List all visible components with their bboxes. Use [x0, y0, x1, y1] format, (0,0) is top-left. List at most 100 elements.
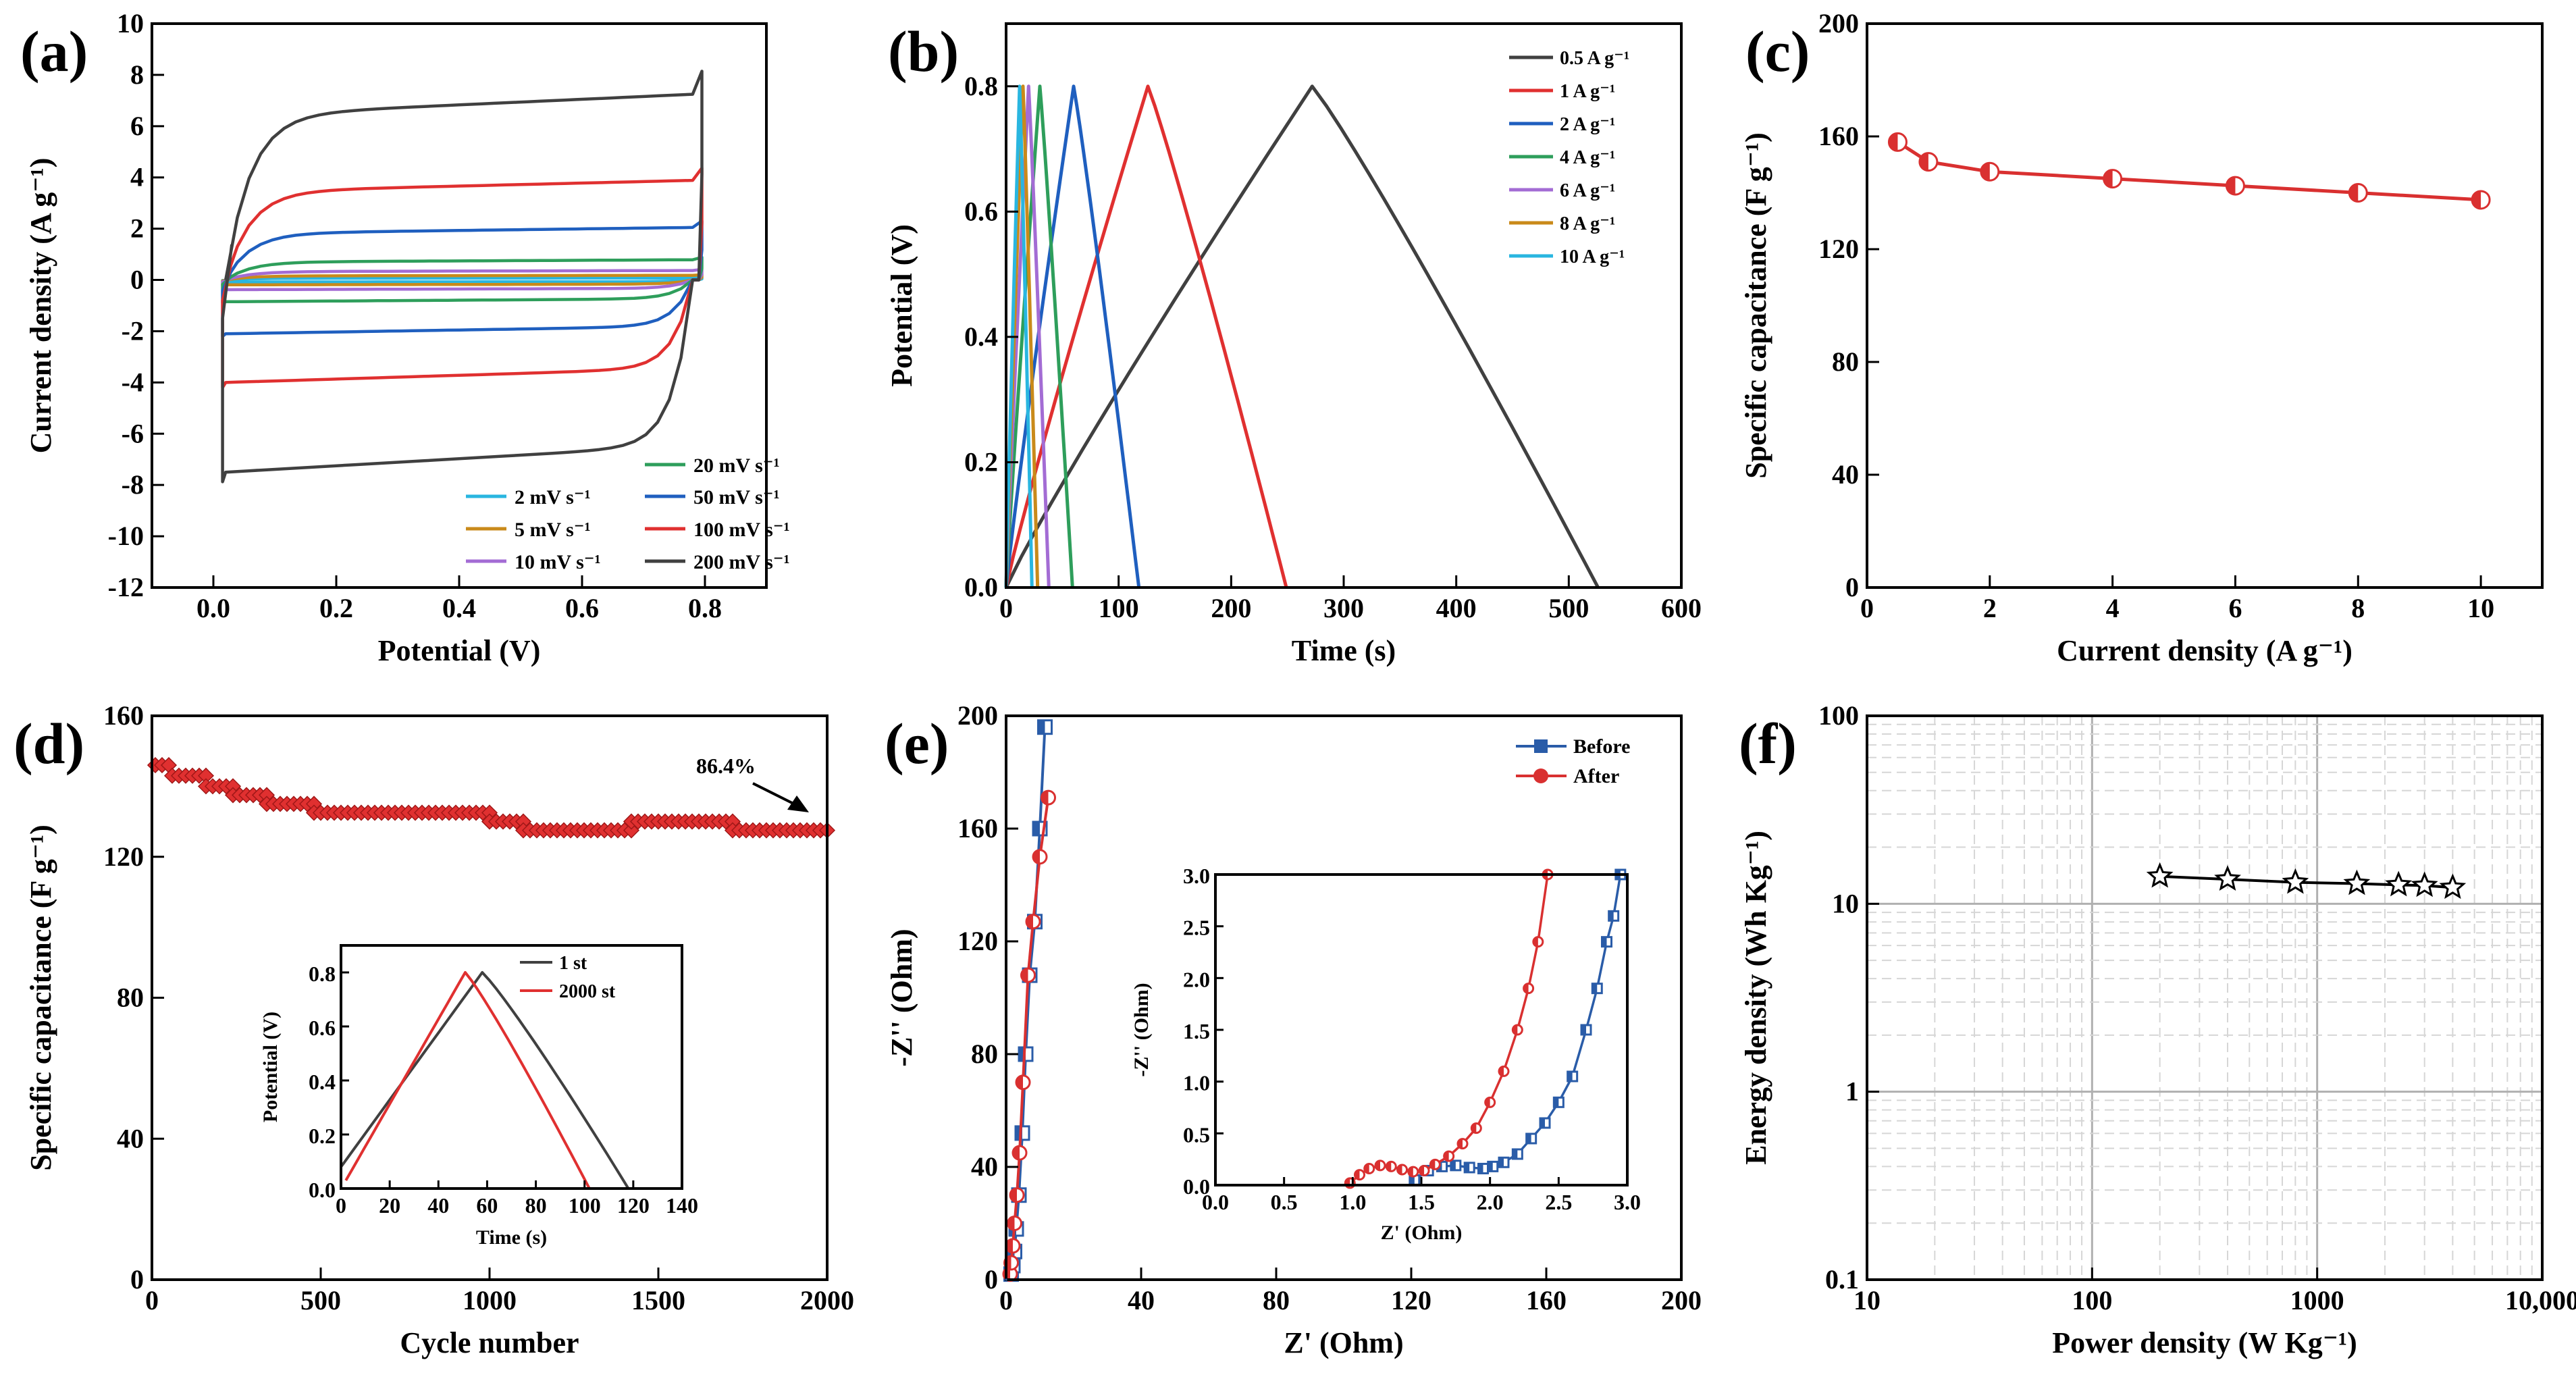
panel-label: (e)	[885, 711, 949, 776]
y-tick-label: 160	[1818, 121, 1859, 151]
x-tick-label: 2.5	[1545, 1190, 1572, 1214]
axes-frame	[1005, 714, 1683, 1281]
cv-curve-6	[221, 70, 704, 484]
panel-a: 0.0 0.2 0.4 0.6 0.8 -12 -10 -8 -6 -4 -2 0 2 4 6 8 10 Pote…	[20, 8, 790, 667]
cv-curve-3	[221, 255, 704, 305]
y-axis-label: -Z'' (Ohm)	[1130, 983, 1153, 1076]
y-tick-label: 0.2	[964, 446, 998, 477]
y-tick-label: 120	[103, 841, 144, 872]
nyquist-point-fill	[1041, 791, 1049, 805]
x-tick-label: 80	[1263, 1285, 1290, 1315]
y-tick-label: 4	[130, 162, 144, 192]
inset-nyquist-point-fill	[1602, 937, 1607, 947]
y-tick-label: 160	[103, 700, 144, 731]
y-tick-label: 0.0	[1183, 1174, 1210, 1199]
y-tick-label: 200	[1818, 8, 1859, 38]
ragone-point	[2146, 862, 2174, 888]
y-tick-label: 0.6	[964, 196, 998, 226]
nyquist-point-fill	[1033, 822, 1040, 835]
y-tick-label: 0.4	[964, 321, 998, 352]
y-tick-label: 1	[1845, 1076, 1859, 1107]
legend: 0.5 A g⁻¹ 1 A g⁻¹ 2 A g⁻¹ 4 A g⁻¹ 6 A g⁻¹ 8 A…	[1509, 48, 1629, 267]
nyquist-point-fill	[1021, 968, 1028, 983]
y-tick-label: 0	[130, 265, 144, 295]
nyquist-point-fill	[1016, 1126, 1022, 1140]
x-tick-label: 2	[1983, 593, 1997, 623]
x-tick-label: 10,000	[2505, 1285, 2576, 1315]
inset-nyquist-point-fill	[1444, 1151, 1449, 1162]
x-tick-label: 120	[1391, 1285, 1431, 1315]
x-tick-label: 120	[617, 1193, 650, 1218]
panel-b: 0 100 200 300 400 500 600 0.0 0.2 0.4 0.6 0.8 Time (…	[885, 19, 1702, 667]
y-tick-label: 0.0	[309, 1178, 336, 1202]
x-axis-label: Power density (W Kg⁻¹)	[2052, 1326, 2357, 1359]
y-tick-label: 0	[984, 1264, 998, 1295]
y-tick-label: 1.0	[1183, 1071, 1210, 1095]
y-tick-label: -8	[122, 469, 144, 500]
x-tick-label: 40	[427, 1193, 449, 1218]
x-tick-label: 160	[1526, 1285, 1567, 1315]
legend: 2 mV s⁻¹ 5 mV s⁻¹ 10 mV s⁻¹ 20 mV s⁻¹ 50 mV …	[466, 454, 790, 573]
x-tick-label: 0.2	[319, 593, 353, 623]
x-tick-label: 0	[999, 1285, 1013, 1315]
axes-frame	[1005, 22, 1683, 589]
inset-nyquist-point-fill	[1513, 1025, 1518, 1035]
x-tick-label: 1.0	[1339, 1190, 1366, 1214]
y-tick-label: 40	[971, 1151, 998, 1182]
x-tick-label: 4	[2106, 593, 2120, 623]
x-tick-label: 200	[1661, 1285, 1702, 1315]
x-tick-label: 600	[1661, 593, 1702, 623]
rate-point-fill	[1980, 163, 1990, 181]
y-axis-label: Energy density (Wh Kg⁻¹)	[1739, 831, 1772, 1165]
y-tick-label: 200	[957, 700, 998, 731]
x-tick-label: 100	[2072, 1285, 2112, 1315]
x-tick-label: 0.8	[688, 593, 722, 623]
legend-label: 8 A g⁻¹	[1560, 213, 1615, 234]
inset-nyquist-point-fill	[1355, 1170, 1360, 1180]
inset-nyquist-point-fill	[1408, 1167, 1413, 1177]
y-tick-label: 2.0	[1183, 967, 1210, 991]
y-tick-label: 0.5	[1183, 1122, 1210, 1147]
legend-label: 4 A g⁻¹	[1560, 147, 1615, 168]
y-tick-label: 8	[130, 59, 144, 90]
legend-label: 50 mV s⁻¹	[693, 486, 780, 508]
panel-e: 0 40 80 120 160 200 0 40 80 120 160 200 Z' (Ohm) -Z''…	[885, 700, 1702, 1359]
inset-nyquist-point-fill	[1592, 983, 1598, 993]
x-tick-label: 8	[2351, 593, 2365, 623]
x-tick-label: 0	[1860, 593, 1874, 623]
legend-label: 20 mV s⁻¹	[693, 454, 780, 477]
inset-nyquist-point-fill	[1450, 1160, 1456, 1170]
rate-point-fill	[2472, 190, 2481, 209]
y-tick-label: 40	[1832, 459, 1859, 490]
panel-c: 0 2 4 6 8 10 0 40 80 120 160 200 Current density (A …	[1739, 8, 2544, 667]
legend-label: 1 A g⁻¹	[1560, 81, 1615, 102]
gcd-curve-1	[1004, 84, 1288, 588]
y-tick-label: 0.1	[1825, 1264, 1859, 1295]
x-axis-label: Z' (Ohm)	[1381, 1222, 1463, 1244]
gcd-curve-3	[1004, 84, 1074, 588]
legend-label: 6 A g⁻¹	[1560, 180, 1615, 201]
inset-nyquist-point-fill	[1608, 911, 1614, 921]
inset-nyquist-point-fill	[1465, 1162, 1470, 1172]
axes-frame	[151, 714, 829, 1281]
rate-point-fill	[1889, 133, 1898, 151]
x-tick-label: 2000	[800, 1285, 854, 1315]
inset-nyquist-point-fill	[1526, 1134, 1531, 1143]
nyquist-point-fill	[1016, 1075, 1023, 1089]
inset-nyquist-point-fill	[1478, 1164, 1483, 1174]
x-axis-label: Cycle number	[400, 1326, 579, 1359]
nyquist-point-fill	[1019, 1047, 1026, 1061]
y-tick-label: 0.8	[309, 962, 336, 986]
y-tick-label: -6	[122, 418, 144, 448]
y-axis-label: Potential (V)	[259, 1012, 282, 1122]
x-tick-label: 100	[569, 1193, 601, 1218]
y-tick-label: 0.6	[309, 1016, 336, 1040]
x-tick-label: 400	[1436, 593, 1477, 623]
x-tick-label: 80	[525, 1193, 547, 1218]
inset-nyquist-point-fill	[1397, 1165, 1402, 1174]
x-axis-label: Time (s)	[1292, 634, 1396, 667]
x-tick-label: 140	[666, 1193, 698, 1218]
y-tick-label: -2	[122, 315, 144, 346]
y-tick-label: 3.0	[1183, 864, 1210, 888]
